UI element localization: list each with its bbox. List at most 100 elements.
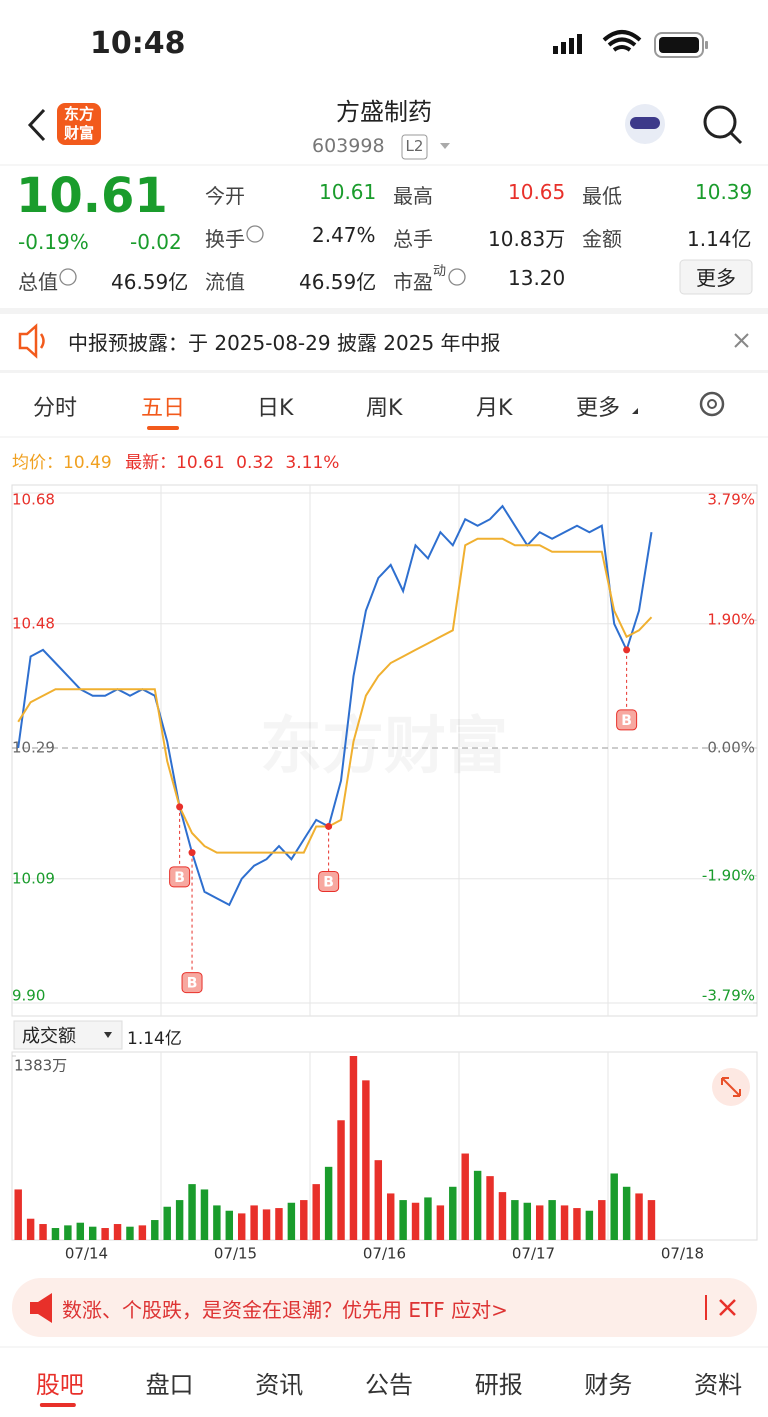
banner-text[interactable]: 数涨、个股跌，是资金在退潮？优先用 ETF 应对> (62, 1298, 508, 1322)
volume-bar (337, 1120, 345, 1240)
info-icon (59, 268, 77, 286)
annotation-box (616, 709, 638, 731)
volume-bar (374, 1160, 383, 1240)
tab[interactable]: 日K (257, 396, 294, 421)
volume-bar (585, 1210, 594, 1240)
volume-bar (88, 1226, 97, 1240)
expand-icon (721, 1077, 741, 1097)
volume-bar (101, 1228, 109, 1240)
volume-bar (461, 1153, 469, 1240)
volume-bar (610, 1173, 618, 1240)
volume-bar (113, 1224, 122, 1240)
y-tick-label: 10.09 (12, 869, 55, 887)
code-dropdown[interactable] (440, 143, 450, 149)
x-tick-label: 07/17 (512, 1245, 555, 1263)
volume-bar (598, 1200, 606, 1240)
y-tick-label: 9.90 (12, 987, 45, 1005)
avg-value: 10.49 (63, 453, 112, 473)
info-icon (448, 268, 466, 286)
volume-bar (523, 1202, 532, 1240)
tab[interactable]: 五日 (141, 396, 186, 421)
tab[interactable]: 月K (476, 396, 513, 421)
volume-bar (498, 1192, 507, 1240)
bottom-tab[interactable]: 公告 (365, 1371, 413, 1399)
volume-bar (386, 1193, 395, 1240)
volume-bar (237, 1213, 246, 1240)
stat-value: 10.39 (695, 180, 753, 204)
bottom-tab[interactable]: 财务 (584, 1371, 633, 1399)
volume-bar (411, 1202, 420, 1240)
volume-bar (511, 1200, 519, 1240)
annotation-label: B (621, 713, 632, 729)
volume-bar (399, 1200, 407, 1240)
settings-core (707, 399, 717, 409)
more-button[interactable]: 更多 (696, 266, 736, 290)
volume-bar (312, 1184, 320, 1240)
volume-label[interactable]: 成交额 (22, 1026, 76, 1047)
change-pct: -0.19% (18, 230, 89, 254)
avg-label: 均价： (12, 453, 63, 473)
bottom-tab[interactable]: 股吧 (35, 1371, 84, 1399)
stat-label: 总值 (18, 270, 58, 294)
back-button[interactable] (27, 108, 46, 142)
bottom-tab[interactable]: 资讯 (255, 1371, 304, 1399)
signal-icon (553, 34, 582, 54)
volume-bar (647, 1200, 656, 1240)
bottom-tab[interactable]: 资料 (694, 1371, 743, 1399)
volume-bar (262, 1209, 271, 1240)
y-tick-label: 10.68 (12, 491, 55, 509)
y-tick-label: 10.48 (12, 614, 55, 632)
avg-line (17, 537, 653, 854)
logo-bg (57, 103, 101, 145)
tab[interactable]: 更多 (576, 396, 621, 421)
logo: 东方财富 (63, 105, 94, 142)
volume-bar (250, 1205, 258, 1240)
stat-value: 13.20 (508, 266, 566, 290)
tab[interactable]: 周K (366, 396, 403, 421)
stat-value: 10.83万 (488, 227, 566, 251)
banner-close[interactable] (719, 1299, 736, 1316)
search-button[interactable] (703, 105, 737, 139)
volume-total: 1.14亿 (127, 1029, 182, 1049)
assistant-visor (630, 117, 660, 129)
volume-bar (138, 1225, 147, 1240)
stat-value: 46.59亿 (299, 270, 377, 294)
volume-bar (635, 1193, 643, 1240)
stock-title: 方盛制药 (336, 98, 432, 126)
notice-close[interactable] (734, 333, 749, 348)
stat-value: 2.47% (312, 223, 376, 247)
notice[interactable]: 中报预披露：于 2025-08-29 披露 2025 年中报 (68, 331, 501, 355)
y2-tick-label: -1.90% (702, 866, 755, 884)
bottom-tab[interactable]: 盘口 (145, 1371, 194, 1399)
y2-tick-label: 0.00% (707, 739, 755, 757)
battery-icon (654, 32, 708, 58)
stat-value: 10.61 (319, 180, 377, 204)
annotation-box (169, 866, 191, 888)
stat-label: 流值 (205, 270, 245, 294)
badge-box (401, 134, 428, 160)
volume-bar (175, 1200, 184, 1240)
annotation-label: B (323, 874, 334, 890)
latest-pct: 3.11% (285, 453, 340, 473)
volume-bar (200, 1189, 209, 1240)
wifi-icon (602, 30, 642, 52)
latest-change: 0.32 (236, 453, 275, 473)
settings-button[interactable] (699, 391, 725, 417)
y2-tick-label: 3.79% (707, 491, 755, 509)
watermark: 东方财富 (260, 709, 508, 782)
latest-label: 最新： (125, 453, 177, 473)
more-arrow (632, 408, 638, 414)
more-button-bg[interactable] (679, 259, 753, 295)
volume-bar (76, 1222, 85, 1240)
volume-bar (424, 1197, 432, 1240)
volume-dropdown[interactable] (13, 1020, 123, 1050)
y-tick-label: 10.29 (12, 739, 55, 757)
annotation-dot (325, 822, 333, 830)
volume-bar (39, 1224, 47, 1240)
bottom-tab[interactable]: 研报 (474, 1371, 523, 1399)
banner-bg[interactable] (12, 1278, 757, 1337)
volume-bar (573, 1208, 581, 1240)
volume-bar (213, 1205, 221, 1240)
tab[interactable]: 分时 (33, 396, 78, 421)
